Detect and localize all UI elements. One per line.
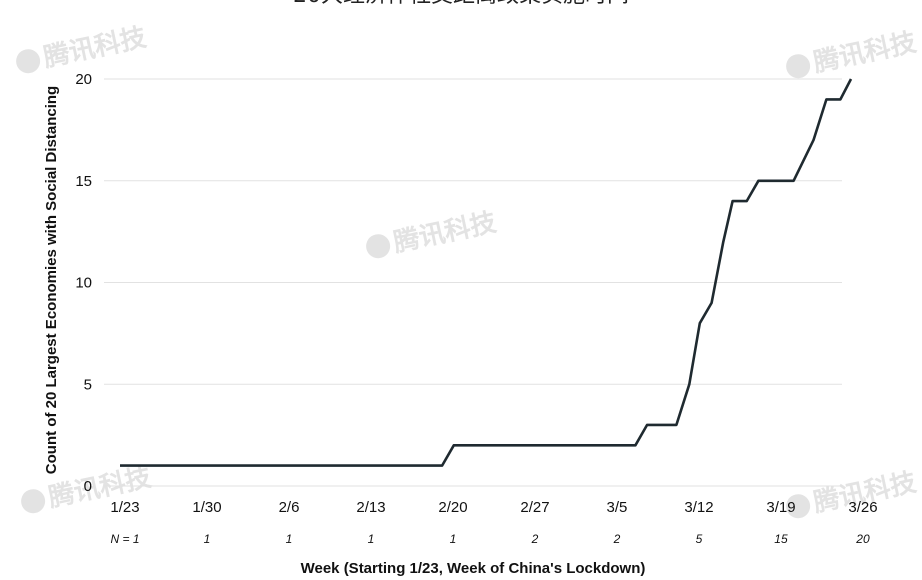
y-tick-label: 20: [75, 71, 92, 88]
y-tick-label: 10: [75, 275, 92, 292]
watermark-text: 腾讯科技: [41, 23, 149, 74]
x-tick-label: 2/13: [356, 499, 385, 516]
watermark-text: 腾讯科技: [811, 28, 919, 79]
x-tick-label: 1/23: [110, 499, 139, 516]
x-tick-label: 2/20: [438, 499, 467, 516]
watermark-logo-icon: [21, 489, 46, 514]
n-count-label: 20: [855, 532, 870, 546]
watermark-logo-icon: [786, 494, 811, 519]
gridlines: [104, 78, 842, 487]
watermark-text: 腾讯科技: [391, 208, 499, 259]
x-tick-label: 2/27: [520, 499, 549, 516]
watermark: 腾讯科技: [366, 208, 499, 259]
watermark-logo-icon: [16, 49, 41, 74]
n-count-label: 1: [286, 532, 293, 546]
n-count-label: 2: [531, 532, 539, 546]
n-count-label: N = 1: [110, 532, 139, 546]
y-tick-labels: 0 5 10 15 20: [75, 71, 92, 495]
series-line: [120, 78, 853, 467]
n-count-label: 1: [204, 532, 211, 546]
watermark-logo-icon: [366, 234, 391, 259]
n-count-label: 15: [774, 532, 788, 546]
n-count-label: 1: [368, 532, 375, 546]
n-count-labels: N = 1 1 1 1 1 2 2 5 15 20: [110, 532, 869, 546]
y-tick-label: 15: [75, 173, 92, 190]
x-axis-title: Week (Starting 1/23, Week of China's Loc…: [301, 560, 646, 577]
x-tick-labels: 1/23 1/30 2/6 2/13 2/20 2/27 3/5 3/12 3/19 3/26: [110, 499, 877, 516]
y-tick-label: 5: [84, 376, 92, 393]
y-axis-title: Count of 20 Largest Economies with Socia…: [43, 86, 60, 474]
x-tick-label: 3/5: [607, 499, 628, 516]
n-count-label: 2: [613, 532, 621, 546]
watermark: 腾讯科技: [786, 28, 919, 79]
series-layer: [120, 78, 853, 467]
n-count-label: 5: [696, 532, 703, 546]
x-tick-label: 1/30: [192, 499, 221, 516]
x-tick-label: 2/6: [279, 499, 300, 516]
x-tick-label: 3/19: [766, 499, 795, 516]
y-tick-label: 0: [84, 478, 92, 495]
chart-title: 20大经济体社交距离政策实施时间: [293, 0, 629, 8]
x-tick-label: 3/26: [848, 499, 877, 516]
n-count-label: 1: [450, 532, 457, 546]
watermark-logo-icon: [786, 54, 811, 79]
x-tick-label: 3/12: [684, 499, 713, 516]
